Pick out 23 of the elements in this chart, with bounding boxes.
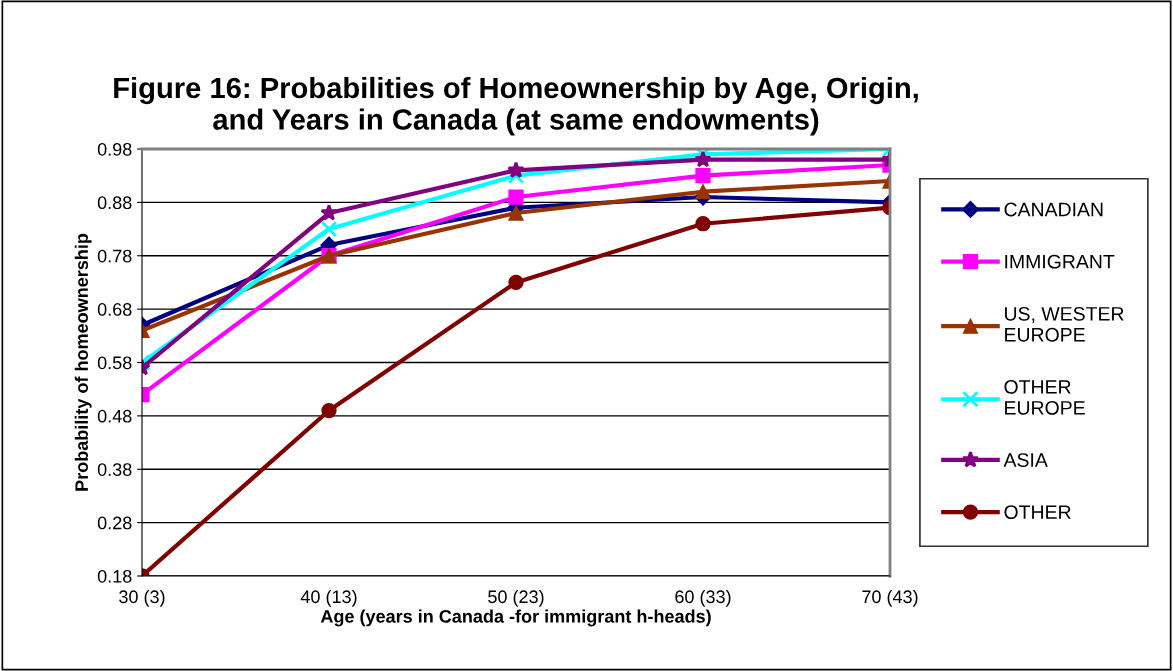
- legend-label: IMMIGRANT: [1005, 254, 1115, 269]
- y-tick-label: 0.68: [97, 303, 132, 316]
- y-tick-label: 0.98: [97, 142, 132, 156]
- legend-label: ASIA: [1003, 453, 1048, 467]
- x-tick-label: 70 (43): [862, 589, 918, 607]
- x-axis-title: Age (years in Canada -for immigrant h-heads): [320, 609, 711, 627]
- y-tick-label: 0.88: [97, 196, 132, 210]
- chart-title: Figure 16: Probabilities of Homeownership by Age, Origin, and Years in Canada (at same endowments): [114, 76, 918, 136]
- x-tick-label: 60 (33): [675, 589, 731, 607]
- y-tick-label: 0.38: [97, 463, 132, 476]
- x-tick-label: 40 (13): [300, 589, 357, 607]
- y-tick-label: 0.48: [97, 409, 132, 423]
- y-tick-label: 0.58: [97, 356, 132, 370]
- x-tick-label: 30 (3): [119, 589, 165, 607]
- legend-label: OTHER: [1004, 505, 1071, 520]
- y-tick-label: 0.28: [97, 516, 132, 530]
- x-tick-label: 50 (23): [488, 589, 544, 607]
- y-axis-title: Probability of homeownership: [74, 233, 92, 491]
- legend-label: US, WESTER EUROPE: [1005, 306, 1124, 342]
- y-tick-label: 0.78: [97, 249, 132, 263]
- y-tick-label: 0.18: [97, 569, 132, 583]
- legend-label: CANADIAN: [1004, 202, 1103, 217]
- legend-label: OTHER EUROPE: [1004, 380, 1085, 415]
